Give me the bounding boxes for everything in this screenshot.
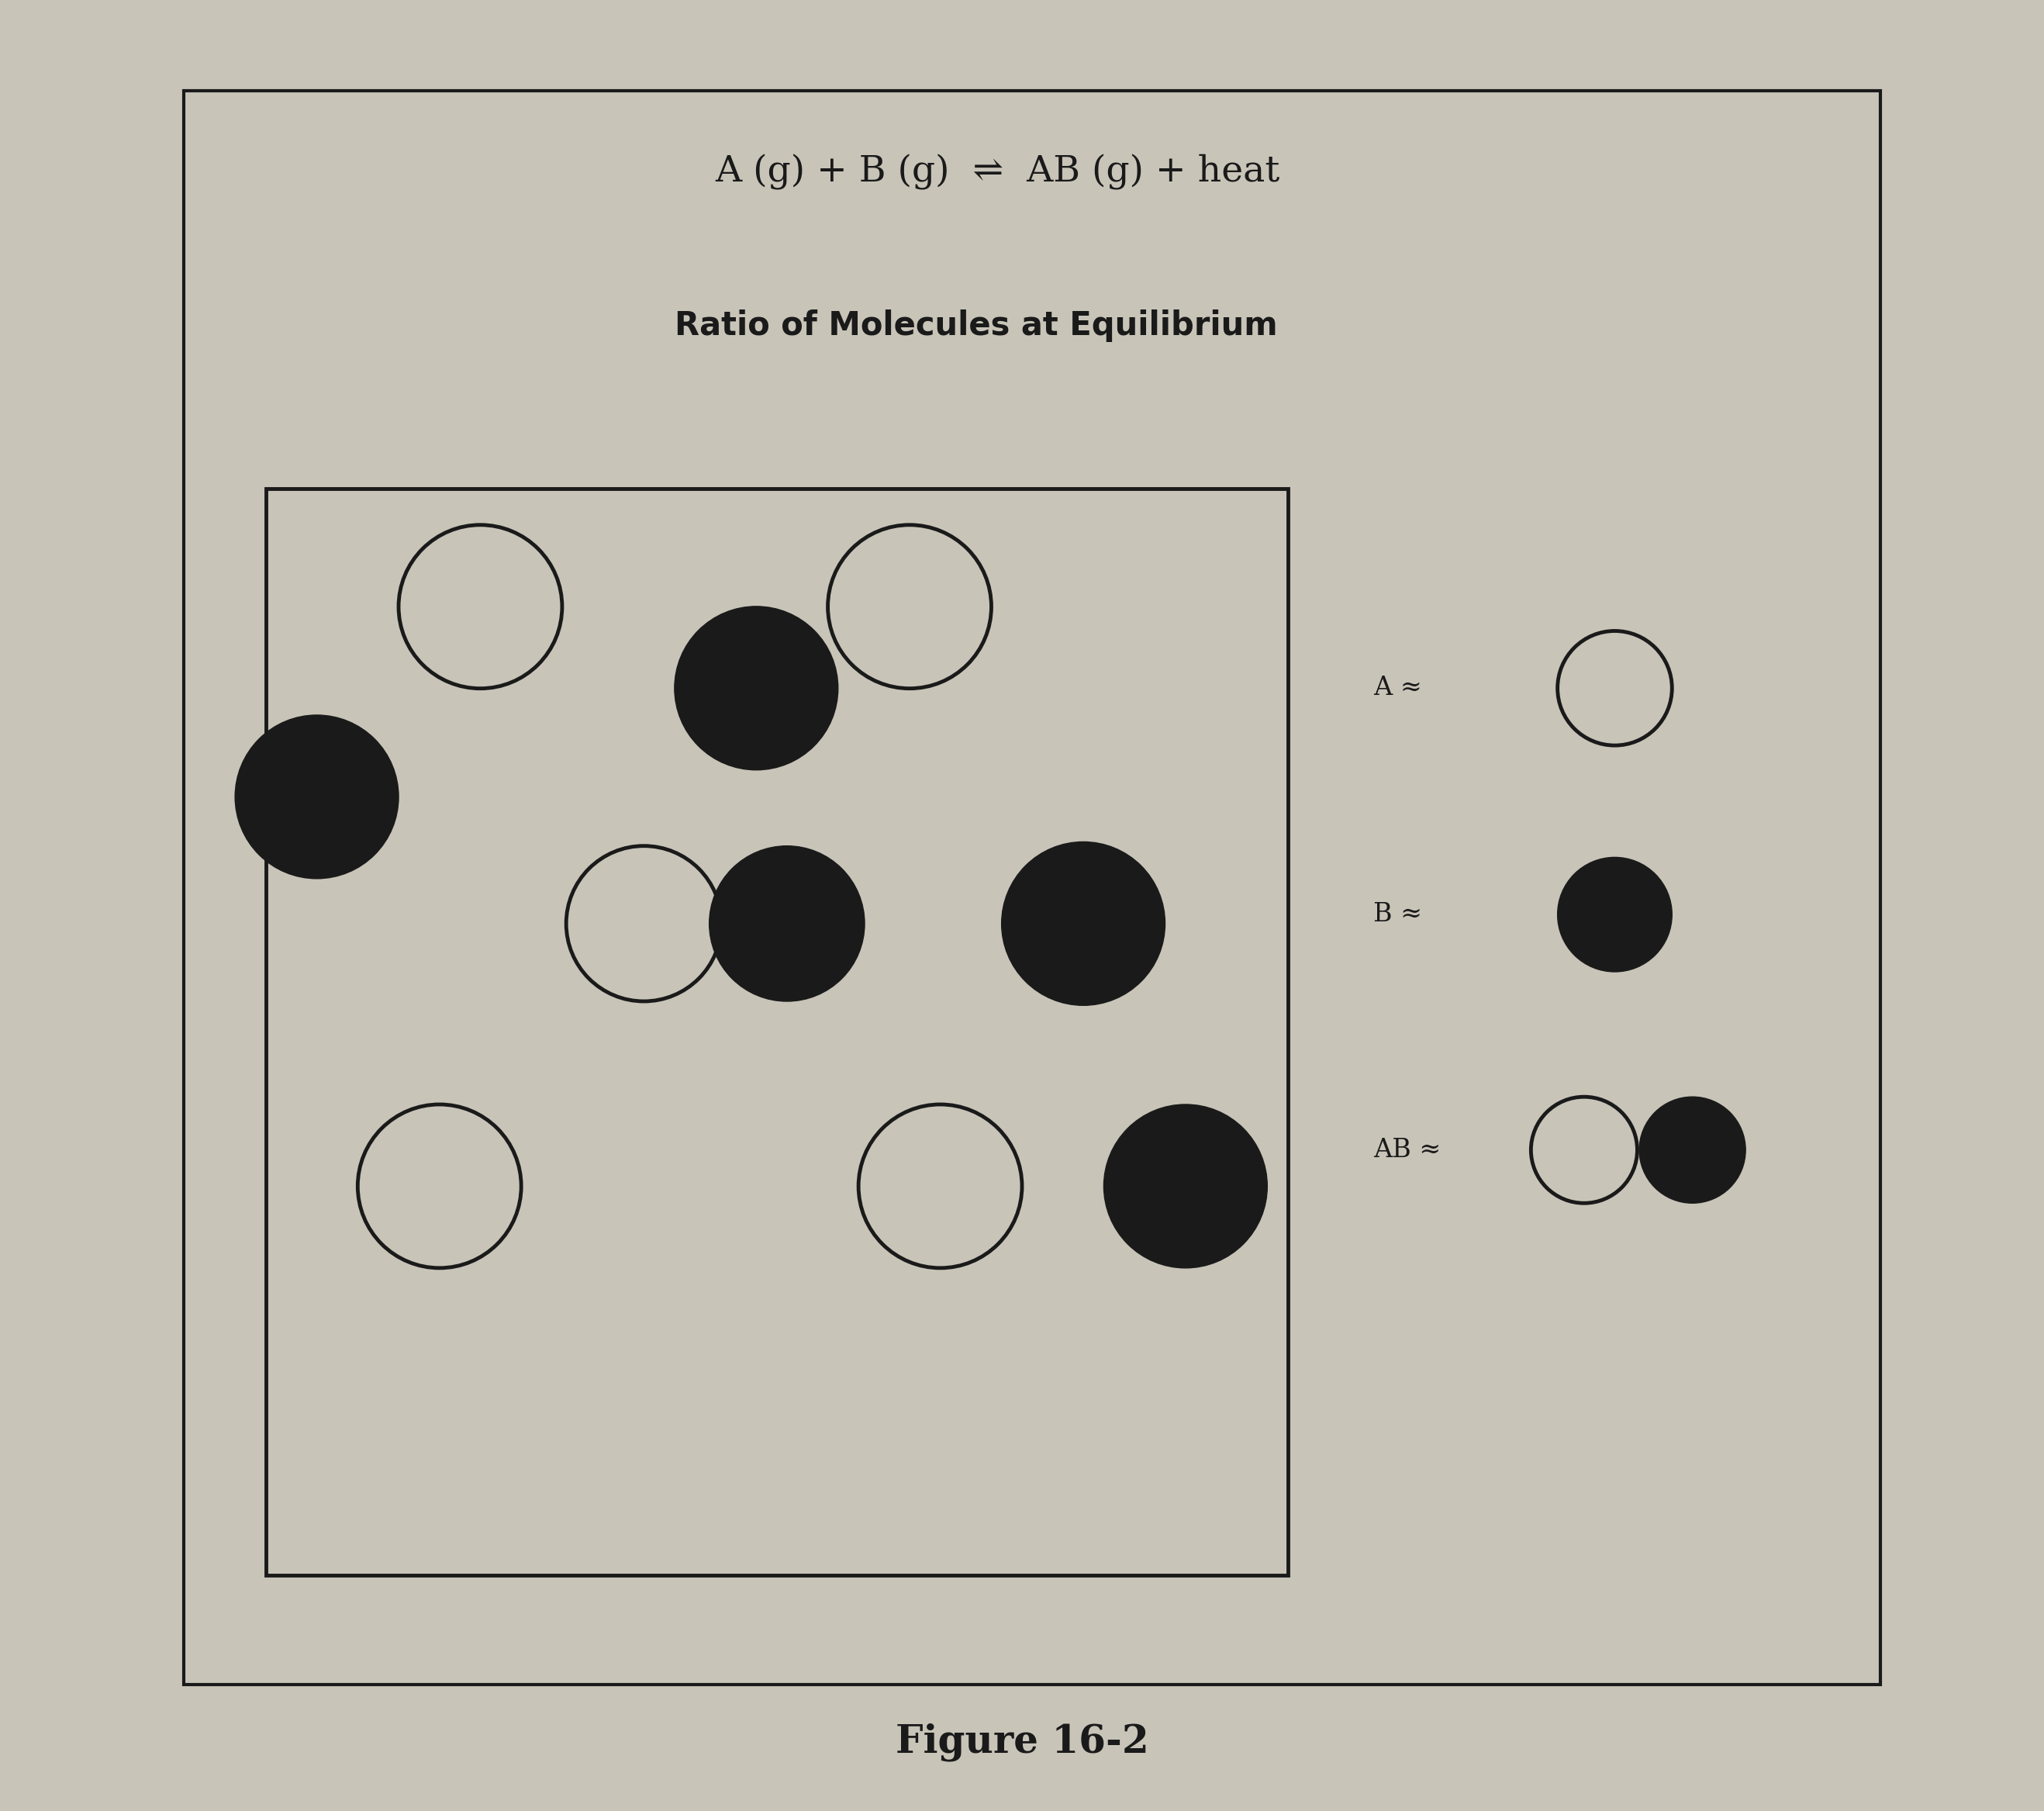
Text: B ≈: B ≈ bbox=[1374, 902, 1423, 927]
Text: Figure 16-2: Figure 16-2 bbox=[895, 1722, 1149, 1762]
Ellipse shape bbox=[675, 607, 838, 770]
Bar bbox=[184, 91, 1880, 1684]
Text: A ≈: A ≈ bbox=[1374, 676, 1423, 701]
Ellipse shape bbox=[1104, 1105, 1267, 1268]
Text: AB ≈: AB ≈ bbox=[1374, 1137, 1441, 1163]
Ellipse shape bbox=[828, 525, 991, 688]
Ellipse shape bbox=[858, 1105, 1022, 1268]
Ellipse shape bbox=[1558, 857, 1672, 973]
Ellipse shape bbox=[399, 525, 562, 688]
Text: A (g) + B (g)  ⇌  AB (g) + heat: A (g) + B (g) ⇌ AB (g) + heat bbox=[715, 154, 1280, 190]
Ellipse shape bbox=[1531, 1097, 1637, 1203]
Ellipse shape bbox=[1558, 630, 1672, 746]
Ellipse shape bbox=[709, 846, 865, 1001]
Ellipse shape bbox=[235, 715, 399, 878]
Ellipse shape bbox=[1639, 1097, 1746, 1203]
Ellipse shape bbox=[566, 846, 722, 1001]
Bar bbox=[266, 489, 1288, 1576]
Ellipse shape bbox=[358, 1105, 521, 1268]
Text: Ratio of Molecules at Equilibrium: Ratio of Molecules at Equilibrium bbox=[675, 310, 1278, 342]
Ellipse shape bbox=[1002, 842, 1165, 1005]
